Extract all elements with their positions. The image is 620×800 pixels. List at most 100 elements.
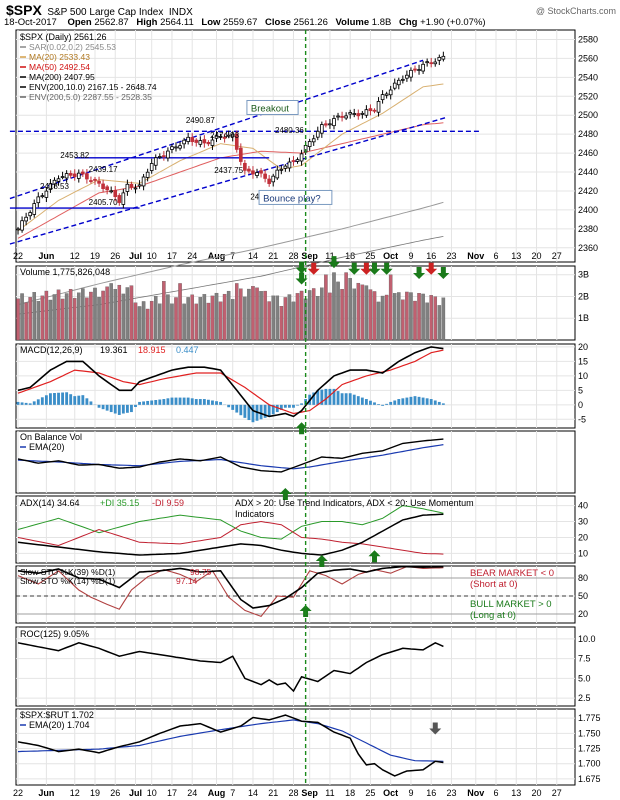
volume-signal-arrow-4 — [348, 262, 361, 275]
volume-signal-arrow-6 — [368, 262, 381, 275]
price-y-tick-label: 2440 — [578, 167, 598, 177]
close-label: Close — [265, 17, 291, 28]
x-axis-tick-label: 20 — [532, 251, 542, 261]
macd-histogram-bar — [211, 400, 214, 405]
macd-histogram-bar — [113, 404, 117, 414]
price-annotation: 2437.75 — [214, 166, 243, 175]
macd-histogram-bar — [40, 397, 44, 405]
adx-y-tick-label: 40 — [578, 501, 588, 511]
price-candle-body — [441, 55, 446, 60]
x-axis-tick-label: 12 — [70, 251, 80, 261]
macd-histogram-bar — [235, 404, 239, 413]
volume-bar — [214, 292, 219, 341]
price-legend-entry: MA(50) 2492.54 — [29, 62, 90, 72]
macd-y-tick-label: 0 — [578, 400, 583, 410]
macd-histogram-bar — [49, 393, 52, 405]
x-axis-tick-label-bottom: Jul — [129, 788, 142, 798]
price-candle-body — [93, 178, 97, 181]
price-candle-body — [405, 74, 409, 79]
x-axis-tick-label: 16 — [426, 251, 436, 261]
roc-panel-frame — [15, 626, 576, 707]
price-candle-body — [81, 171, 85, 175]
volume-y-tick-label: 1B — [578, 313, 589, 323]
price-candle-body — [255, 172, 259, 176]
price-candle-body — [141, 176, 146, 187]
x-axis-tick-label-bottom: 11 — [325, 788, 334, 798]
macd-histogram-bar — [130, 404, 133, 413]
price-candle-body — [85, 173, 89, 180]
volume-bar — [344, 272, 348, 341]
sto-bear-note: BEAR MARKET < 0 — [470, 568, 554, 579]
change-value: +1.90 (+0.07%) — [420, 17, 486, 28]
price-candle-body — [145, 171, 150, 178]
price-annotation: 2490.87 — [186, 116, 215, 125]
x-axis-tick-label: 9 — [408, 251, 413, 261]
roc-y-tick-label: 7.5 — [578, 654, 591, 664]
price-candle-body — [263, 173, 267, 179]
price-candle-body — [275, 169, 280, 179]
index-name: S&P 500 Large Cap Index — [47, 7, 164, 18]
price-candle-body — [109, 190, 114, 193]
volume-bar — [279, 306, 284, 341]
volume-signal-arrow-2 — [307, 262, 320, 275]
price-candle-body — [113, 190, 118, 197]
roc-panel-title: ROC(125) 9.05% — [20, 629, 89, 639]
volume-bar — [97, 296, 101, 341]
macd-y-tick-label: 10 — [578, 371, 588, 381]
macd-histogram-bar — [174, 397, 178, 405]
macd-histogram-bar — [433, 400, 437, 405]
volume-bar — [368, 289, 373, 341]
x-axis-tick-label-bottom: 13 — [511, 788, 521, 798]
x-axis-tick-label: 28 — [288, 251, 298, 261]
ratio-y-tick-label: 1.700 — [578, 759, 601, 769]
volume-bar — [93, 287, 97, 341]
high-label: High — [136, 17, 158, 28]
volume-bar — [129, 285, 134, 341]
volume-bar — [283, 297, 288, 341]
macd-histogram-bar — [397, 399, 401, 405]
price-candle-body — [299, 153, 304, 162]
adx-signal-arrow-0 — [315, 555, 328, 568]
sto-bear-sub: (Short at 0) — [470, 579, 518, 590]
volume-bar — [425, 302, 429, 341]
x-axis-tick-label: Oct — [383, 251, 398, 261]
price-candle-body — [307, 141, 312, 147]
open-label: Open — [67, 17, 92, 28]
ratio-panel-frame — [15, 708, 576, 786]
price-candle-body — [271, 175, 276, 183]
volume-bar — [64, 293, 69, 341]
macd-histogram-bar — [69, 394, 73, 405]
price-candle-body — [157, 156, 162, 158]
price-y-tick-label: 2380 — [578, 224, 598, 234]
macd-histogram-bar — [194, 399, 198, 405]
macd-histogram-bar — [198, 399, 202, 405]
price-candle-body — [433, 61, 438, 65]
macd-histogram-bar — [81, 395, 85, 405]
volume-bar — [20, 293, 24, 341]
price-y-tick-label: 2400 — [578, 205, 598, 215]
price-y-tick-label: 2500 — [578, 110, 598, 120]
volume-bar — [101, 290, 105, 341]
macd-histogram-bar — [162, 399, 166, 405]
price-legend-entry: MA(20) 2533.43 — [29, 52, 90, 62]
ratio-ema-label: EMA(20) 1.704 — [29, 720, 90, 730]
price-y-tick-label: 2420 — [578, 186, 598, 196]
price-candle-body — [413, 68, 417, 71]
x-axis-tick-label-bottom: 18 — [345, 788, 355, 798]
macd-y-tick-label: 15 — [578, 356, 588, 366]
price-candle-body — [162, 155, 166, 158]
price-candle-body — [372, 109, 377, 112]
volume-bar — [291, 301, 296, 341]
price-candle-body — [417, 69, 421, 71]
volume-bar — [271, 295, 275, 341]
macd-histogram-bar — [44, 395, 48, 405]
volume-bar — [324, 274, 328, 341]
price-candle-body — [60, 176, 65, 178]
volume-bar — [178, 283, 182, 341]
volume-bar — [356, 282, 361, 341]
macd-histogram-bar — [409, 396, 413, 405]
volume-bar — [380, 295, 385, 341]
low-value: 2559.67 — [223, 17, 258, 28]
price-candle-body — [267, 178, 271, 184]
